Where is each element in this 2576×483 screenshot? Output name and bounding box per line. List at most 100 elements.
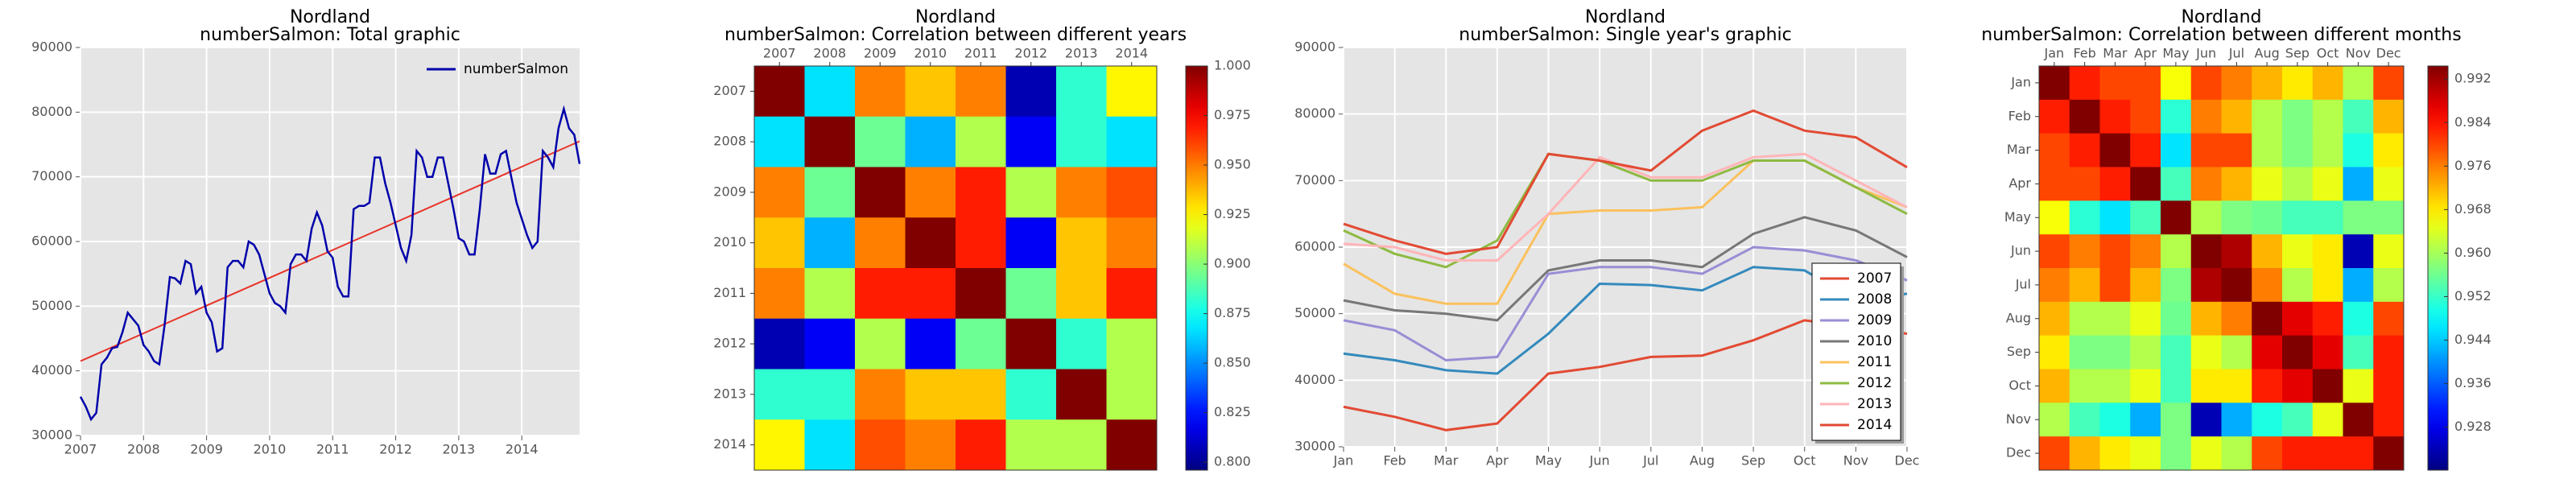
x-tick-label: Mar bbox=[1434, 453, 1459, 469]
heatmap-cell bbox=[2161, 99, 2192, 134]
x-tick-label: 2010 bbox=[914, 46, 947, 61]
heatmap-cell bbox=[2252, 99, 2283, 134]
colorbar-tick-label: 0.936 bbox=[2454, 375, 2491, 390]
x-tick-label: Nov bbox=[1843, 453, 1868, 469]
x-tick-label: Oct bbox=[1794, 453, 1816, 469]
heatmap-cell bbox=[2282, 335, 2314, 369]
x-tick-label: Oct bbox=[2317, 46, 2339, 61]
y-tick-label: 80000 bbox=[1294, 105, 1335, 121]
colorbar-tick-label: 0.800 bbox=[1214, 454, 1251, 469]
heatmap-cell bbox=[855, 268, 906, 320]
heatmap-cell bbox=[2373, 66, 2405, 101]
colorbar-tick-label: 0.944 bbox=[2454, 332, 2491, 347]
heatmap-cell bbox=[2221, 66, 2252, 101]
heatmap-cell bbox=[754, 318, 805, 369]
heatmap-cell bbox=[2130, 436, 2161, 471]
heatmap-cell bbox=[2282, 66, 2314, 101]
heatmap-cell bbox=[754, 217, 805, 269]
heatmap-cell bbox=[1056, 369, 1107, 420]
heatmap-cell bbox=[2343, 402, 2374, 437]
colorbar bbox=[1185, 65, 1208, 471]
heatmap-cell bbox=[2190, 301, 2222, 336]
heatmap-cell bbox=[804, 419, 856, 471]
heatmap-cell bbox=[2373, 99, 2405, 134]
x-tick-label: Jul bbox=[2228, 46, 2244, 61]
heatmap-cell bbox=[855, 167, 906, 218]
heatmap-cell bbox=[2069, 301, 2100, 336]
heatmap-cell bbox=[2343, 301, 2374, 336]
heatmap-cell bbox=[2252, 268, 2283, 303]
heatmap-cell bbox=[2190, 335, 2222, 369]
heatmap-cell bbox=[754, 116, 805, 167]
heatmap-cell bbox=[1005, 66, 1057, 118]
y-tick-label: 2010 bbox=[713, 234, 746, 250]
heatmap-cell bbox=[1106, 369, 1158, 420]
y-tick-label: 2007 bbox=[713, 83, 746, 98]
heatmap-cell bbox=[804, 268, 856, 320]
heatmap-frame bbox=[753, 65, 1158, 471]
heatmap-cell bbox=[2069, 99, 2100, 134]
heatmap-cell bbox=[905, 318, 956, 369]
heatmap-cell bbox=[2312, 133, 2343, 167]
heatmap-cell bbox=[956, 318, 1006, 369]
heatmap-cell bbox=[2343, 234, 2374, 269]
heatmap-cell bbox=[2343, 369, 2374, 403]
x-tick-label: Feb bbox=[1383, 453, 1406, 469]
heatmap-cell bbox=[754, 419, 805, 471]
series-line bbox=[1343, 152, 1908, 262]
x-tick-label: May bbox=[1535, 453, 1562, 469]
x-tick-label: 2011 bbox=[964, 46, 997, 61]
heatmap-cell bbox=[754, 66, 805, 118]
heatmap-cell bbox=[2312, 369, 2343, 403]
heatmap-cell bbox=[2252, 133, 2283, 167]
heatmap-cell bbox=[1056, 419, 1107, 471]
heatmap-cell bbox=[2252, 402, 2283, 437]
heatmap-cell bbox=[2039, 167, 2070, 201]
y-tick-label: 30000 bbox=[1294, 439, 1335, 454]
heatmap-cell bbox=[2312, 436, 2343, 471]
heatmap-cell bbox=[855, 116, 906, 167]
heatmap-cell bbox=[2130, 133, 2161, 167]
legend-label: 2014 bbox=[1857, 417, 1892, 433]
heatmap-cell bbox=[2161, 301, 2192, 336]
heatmap-cell bbox=[2221, 369, 2252, 403]
heatmap-cell bbox=[2130, 268, 2161, 303]
colorbar-tick-label: 0.992 bbox=[2454, 71, 2491, 86]
heatmap-cell bbox=[2343, 66, 2374, 101]
colorbar-tick-label: 0.960 bbox=[2454, 245, 2491, 260]
x-tick-label: Apr bbox=[1486, 453, 1509, 469]
colorbar-tick-label: 0.928 bbox=[2454, 419, 2491, 434]
heatmap-cell bbox=[1056, 167, 1107, 218]
heatmap-cell bbox=[956, 167, 1006, 218]
heatmap-cell bbox=[1005, 369, 1057, 420]
heatmap-cell bbox=[956, 369, 1006, 420]
heatmap-cell bbox=[1056, 268, 1107, 320]
x-tick-label: 2009 bbox=[190, 442, 223, 457]
colorbar-tick-label: 0.968 bbox=[2454, 201, 2491, 217]
x-tick-label: Jan bbox=[2044, 46, 2065, 61]
y-tick-label: 2011 bbox=[713, 285, 746, 300]
x-tick-label: May bbox=[2162, 46, 2189, 61]
heatmap-cell bbox=[2252, 436, 2283, 471]
heatmap-cell bbox=[1106, 217, 1158, 269]
series-line bbox=[1343, 216, 1908, 322]
x-tick-label: Apr bbox=[2134, 46, 2157, 61]
heatmap-cell bbox=[754, 167, 805, 218]
heatmap-cell bbox=[2039, 99, 2070, 134]
heatmap-cell bbox=[2312, 402, 2343, 437]
heatmap-cell bbox=[1056, 116, 1107, 167]
heatmap-cell bbox=[2099, 66, 2131, 101]
chart-title: Nordland bbox=[290, 7, 370, 27]
heatmap-cell bbox=[956, 419, 1006, 471]
heatmap-cell bbox=[2069, 167, 2100, 201]
y-tick-label: May bbox=[2004, 209, 2031, 225]
heatmap-cell bbox=[2039, 200, 2070, 235]
heatmap-cell bbox=[2312, 200, 2343, 235]
colorbar-tick-label: 0.825 bbox=[1214, 404, 1251, 419]
y-tick-label: Oct bbox=[2008, 378, 2031, 393]
y-tick-label: 2013 bbox=[713, 386, 746, 401]
heatmap-cell bbox=[2221, 200, 2252, 235]
x-tick-label: Sep bbox=[2285, 46, 2310, 61]
colorbar-tick-label: 0.925 bbox=[1214, 206, 1251, 221]
heatmap-cell bbox=[2039, 402, 2070, 437]
